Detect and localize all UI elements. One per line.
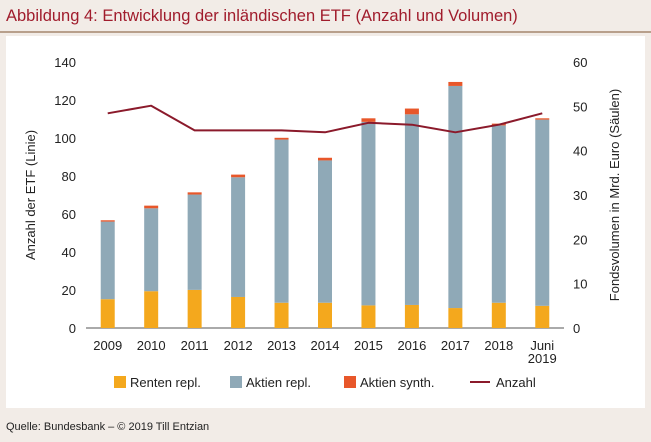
bar-aktien-repl- bbox=[448, 85, 463, 309]
legend-swatch bbox=[230, 376, 242, 388]
right-tick-label: 60 bbox=[573, 55, 587, 70]
bar-aktien-synth- bbox=[274, 137, 289, 140]
left-tick-label: 100 bbox=[54, 131, 76, 146]
left-tick-label: 60 bbox=[62, 207, 76, 222]
bar-aktien-repl- bbox=[535, 119, 550, 306]
bar-aktien-repl- bbox=[144, 208, 159, 292]
category-label: 2016 bbox=[397, 338, 426, 353]
bar-aktien-synth- bbox=[535, 118, 550, 120]
legend-label: Aktien synth. bbox=[360, 375, 434, 390]
category-label: 2015 bbox=[354, 338, 383, 353]
source-note: Quelle: Bundesbank – © 2019 Till Entzian bbox=[6, 421, 210, 433]
line-anzahl bbox=[107, 104, 543, 134]
category-label: Juni bbox=[530, 338, 554, 353]
left-tick-label: 80 bbox=[62, 169, 76, 184]
bar-aktien-repl- bbox=[187, 194, 202, 290]
left-tick-label: 120 bbox=[54, 93, 76, 108]
bar-aktien-synth- bbox=[318, 157, 332, 161]
right-tick-label: 30 bbox=[573, 188, 587, 203]
bar-renten-repl- bbox=[448, 308, 463, 328]
bar-aktien-synth- bbox=[100, 220, 115, 222]
right-axis-title: Fondsvolumen in Mrd. Euro (Säulen) bbox=[607, 89, 622, 301]
bar-aktien-synth- bbox=[448, 81, 463, 86]
category-label: 2017 bbox=[441, 338, 470, 353]
right-tick-label: 0 bbox=[573, 321, 580, 336]
right-tick-label: 40 bbox=[573, 144, 587, 159]
right-tick-label: 50 bbox=[573, 99, 587, 114]
left-tick-label: 0 bbox=[69, 321, 76, 336]
chart-panel: 0 20 40 60 80 100 120 140 0 10 20 30 40 50 60 Anzahl de… bbox=[6, 36, 645, 408]
left-tick-label: 40 bbox=[62, 245, 76, 260]
bar-aktien-synth- bbox=[361, 118, 376, 122]
bar-renten-repl- bbox=[361, 305, 376, 328]
bar-renten-repl- bbox=[274, 302, 289, 328]
left-tick-label: 20 bbox=[62, 283, 76, 298]
bar-renten-repl- bbox=[404, 304, 419, 328]
left-axis-title: Anzahl der ETF (Linie) bbox=[23, 130, 38, 260]
right-tick-label: 20 bbox=[573, 232, 587, 247]
bar-aktien-repl- bbox=[231, 177, 246, 297]
category-label: 2013 bbox=[267, 338, 296, 353]
etf-chart: 0 20 40 60 80 100 120 140 0 10 20 30 40 50 60 Anzahl de… bbox=[23, 55, 622, 390]
legend-swatch bbox=[114, 376, 126, 388]
left-tick-label: 140 bbox=[54, 55, 76, 70]
legend-label: Renten repl. bbox=[130, 375, 201, 390]
category-label: 2018 bbox=[484, 338, 513, 353]
bar-aktien-synth- bbox=[187, 192, 202, 195]
bar-renten-repl- bbox=[318, 302, 332, 328]
right-tick-label: 10 bbox=[573, 277, 587, 292]
bar-renten-repl- bbox=[100, 299, 115, 328]
category-label: 2012 bbox=[224, 338, 253, 353]
bar-aktien-repl- bbox=[100, 221, 115, 300]
category-label: 2010 bbox=[137, 338, 166, 353]
title-divider bbox=[0, 31, 651, 33]
bar-aktien-synth- bbox=[231, 174, 246, 178]
bar-renten-repl- bbox=[187, 289, 202, 328]
bar-renten-repl- bbox=[231, 296, 246, 328]
bar-renten-repl- bbox=[144, 291, 159, 328]
legend-label: Aktien repl. bbox=[246, 375, 311, 390]
bar-aktien-synth- bbox=[144, 205, 159, 209]
bar-aktien-repl- bbox=[404, 114, 419, 305]
category-label: 2009 bbox=[93, 338, 122, 353]
legend-swatch bbox=[344, 376, 356, 388]
legend-label: Anzahl bbox=[496, 375, 536, 390]
category-label: 2011 bbox=[181, 338, 209, 353]
bar-aktien-repl- bbox=[361, 121, 376, 306]
figure-title: Abbildung 4: Entwicklung der inländische… bbox=[6, 7, 518, 25]
bar-aktien-repl- bbox=[274, 139, 289, 303]
bar-aktien-synth- bbox=[404, 108, 419, 115]
bar-aktien-repl- bbox=[491, 125, 506, 303]
bar-renten-repl- bbox=[491, 302, 506, 328]
bar-renten-repl- bbox=[535, 305, 550, 328]
category-label: 2019 bbox=[528, 351, 557, 366]
category-label: 2014 bbox=[311, 338, 340, 353]
bar-aktien-repl- bbox=[318, 160, 332, 303]
